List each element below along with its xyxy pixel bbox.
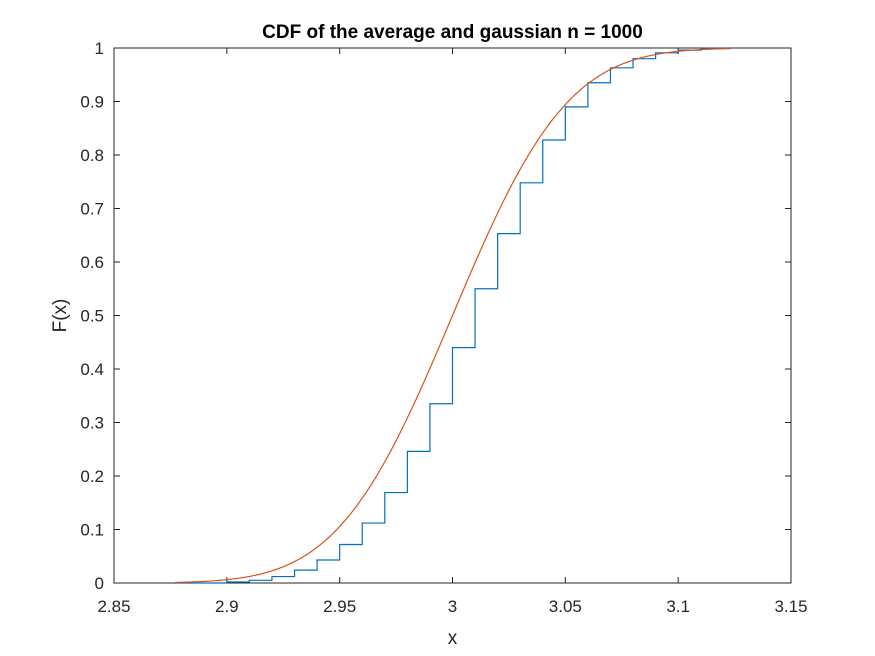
x-tick-label: 3.1 <box>666 597 690 616</box>
y-tick-label: 0.6 <box>80 253 104 272</box>
y-tick-label: 0.1 <box>80 521 104 540</box>
series-layer <box>174 47 731 584</box>
x-tick-label: 2.9 <box>215 597 239 616</box>
y-tick-label: 0.2 <box>80 467 104 486</box>
x-tick-label: 3.05 <box>549 597 582 616</box>
x-tick-label: 3.15 <box>774 597 807 616</box>
gaussian-cdf-line <box>174 47 731 584</box>
chart-title: CDF of the average and gaussian n = 1000 <box>262 22 643 43</box>
y-tick-label: 0.7 <box>80 200 104 219</box>
y-tick-labels: 0 0.1 0.2 0.3 0.4 0.5 0.6 0.7 0.8 0.9 1 <box>80 39 104 593</box>
x-axis-label: x <box>448 628 458 649</box>
y-axis-label: F(x) <box>50 299 71 333</box>
y-tick-label: 0.4 <box>80 360 104 379</box>
y-tick-label: 1 <box>95 39 104 58</box>
x-tick-label: 2.95 <box>323 597 356 616</box>
y-tick-label: 0.9 <box>80 93 104 112</box>
y-tick-label: 0.3 <box>80 414 104 433</box>
y-tick-label: 0.5 <box>80 307 104 326</box>
x-tick-label: 2.85 <box>97 597 130 616</box>
empirical-cdf-line <box>177 47 731 584</box>
x-tick-label: 3 <box>448 597 457 616</box>
x-tick-labels: 2.85 2.9 2.95 3 3.05 3.1 3.15 <box>97 597 807 616</box>
y-tick-label: 0 <box>95 574 104 593</box>
y-tick-label: 0.8 <box>80 146 104 165</box>
axis-ticks <box>113 47 792 584</box>
